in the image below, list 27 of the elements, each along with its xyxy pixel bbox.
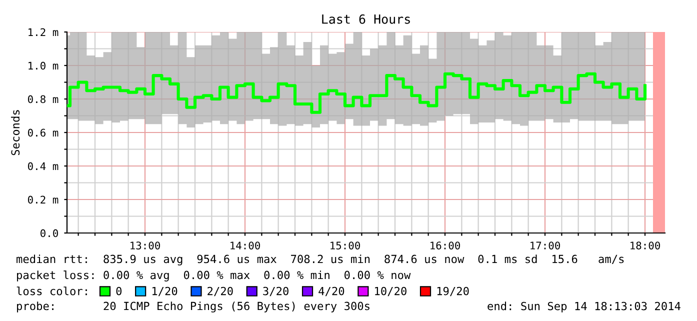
y-axis-title: Seconds bbox=[11, 110, 20, 156]
text: median rtt: 835.9 us avg 954.6 us max 708.2 us min 874.6 us now 0.1 ms sd 15.6 am/s bbox=[16, 254, 624, 266]
y-tick-label: 0.6 m bbox=[28, 128, 58, 137]
x-tick-label: 14:00 bbox=[230, 242, 260, 250]
legend-label: 1/20 bbox=[152, 286, 178, 296]
y-tick-label: 0.8 m bbox=[28, 95, 58, 104]
y-tick-label: 0.4 m bbox=[28, 162, 58, 170]
y-tick-label: 1.0 m bbox=[28, 62, 58, 70]
x-tick-label: 13:00 bbox=[130, 242, 160, 250]
y-tick-label: 0.0 bbox=[40, 229, 58, 238]
chart-title: Last 6 Hours bbox=[322, 14, 410, 24]
text: end: Sun Sep 14 18:13:03 2014 bbox=[488, 302, 680, 312]
y-tick-label: 0.2 m bbox=[28, 196, 58, 204]
text: packet loss: 0.00 % avg 0.00 % max 0.00 % min 0.00 % now bbox=[17, 270, 411, 282]
legend-label: 0 bbox=[116, 286, 122, 296]
text: probe: 20 ICMP Echo Pings (56 Bytes) every 300s bbox=[17, 302, 370, 312]
x-tick-label: 16:00 bbox=[430, 242, 460, 250]
legend-label: 19/20 bbox=[437, 286, 469, 296]
legend-title: loss color: bbox=[16, 286, 87, 296]
legend-label: 2/20 bbox=[208, 286, 233, 296]
x-tick-label: 18:00 bbox=[630, 242, 660, 250]
legend-label: 4/20 bbox=[318, 286, 344, 296]
x-tick-label: 15:00 bbox=[330, 242, 360, 250]
x-tick-label: 17:00 bbox=[530, 242, 560, 250]
y-tick-label: 1.2 m bbox=[28, 28, 58, 36]
legend-label: 10/20 bbox=[375, 286, 406, 296]
legend-label: 3/20 bbox=[263, 286, 288, 296]
